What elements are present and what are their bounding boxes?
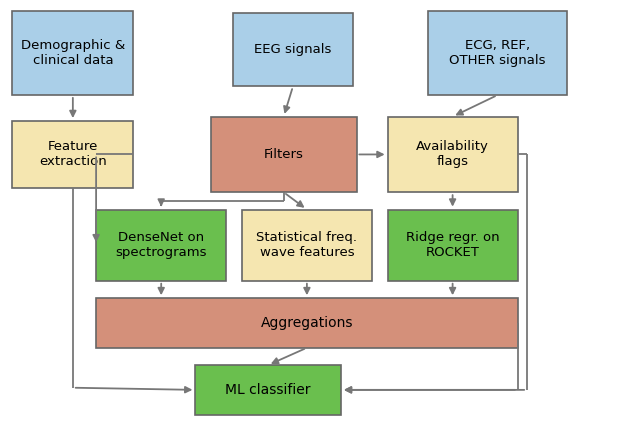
FancyBboxPatch shape xyxy=(96,298,518,348)
FancyBboxPatch shape xyxy=(242,210,372,281)
Text: DenseNet on
spectrograms: DenseNet on spectrograms xyxy=(115,231,207,259)
Text: Demographic &
clinical data: Demographic & clinical data xyxy=(20,39,125,67)
FancyBboxPatch shape xyxy=(211,117,356,192)
FancyBboxPatch shape xyxy=(12,11,133,95)
FancyBboxPatch shape xyxy=(428,11,567,95)
FancyBboxPatch shape xyxy=(195,365,341,415)
Text: ML classifier: ML classifier xyxy=(226,383,311,397)
Text: Filters: Filters xyxy=(264,148,304,161)
Text: Feature
extraction: Feature extraction xyxy=(39,140,107,168)
Text: Ridge regr. on
ROCKET: Ridge regr. on ROCKET xyxy=(405,231,500,259)
Text: EEG signals: EEG signals xyxy=(254,43,332,56)
Text: ECG, REF,
OTHER signals: ECG, REF, OTHER signals xyxy=(450,39,546,67)
Text: Aggregations: Aggregations xyxy=(260,316,353,330)
FancyBboxPatch shape xyxy=(96,210,226,281)
Text: Statistical freq.
wave features: Statistical freq. wave features xyxy=(257,231,357,259)
FancyBboxPatch shape xyxy=(388,117,518,192)
FancyBboxPatch shape xyxy=(232,13,353,86)
FancyBboxPatch shape xyxy=(388,210,518,281)
FancyBboxPatch shape xyxy=(12,121,133,188)
Text: Availability
flags: Availability flags xyxy=(416,140,489,168)
